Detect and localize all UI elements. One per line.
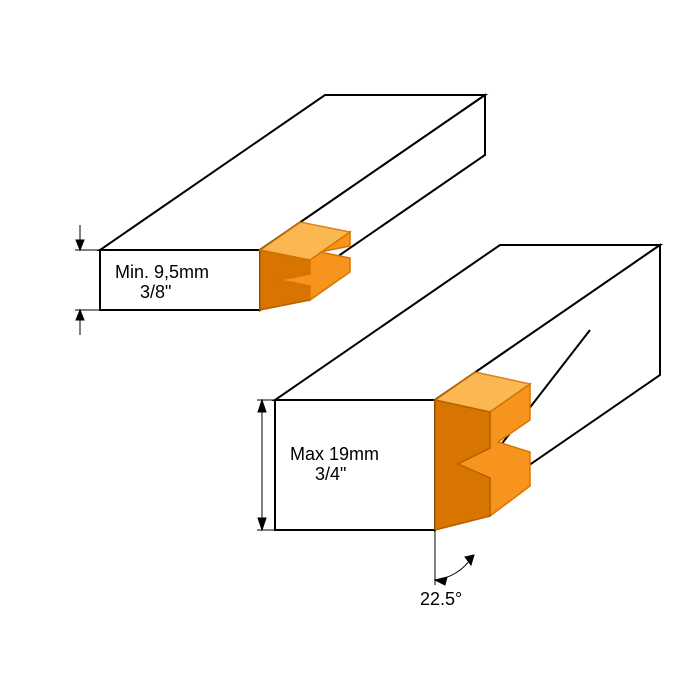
bottom-label-line2: 3/4" xyxy=(315,464,346,484)
top-label-line1: Min. 9,5mm xyxy=(115,262,209,282)
top-dimension xyxy=(75,225,100,335)
bottom-label-line1: Max 19mm xyxy=(290,444,379,464)
angle-dimension xyxy=(435,530,474,585)
top-label-line2: 3/8" xyxy=(140,282,171,302)
bottom-piece xyxy=(257,245,660,585)
angle-label: 22.5° xyxy=(420,589,462,609)
bottom-dimension xyxy=(257,400,275,530)
diagram-canvas: Min. 9,5mm 3/8" Max 19mm 3/4" 22.5° xyxy=(0,0,700,700)
bottom-profile-icon xyxy=(435,372,530,530)
